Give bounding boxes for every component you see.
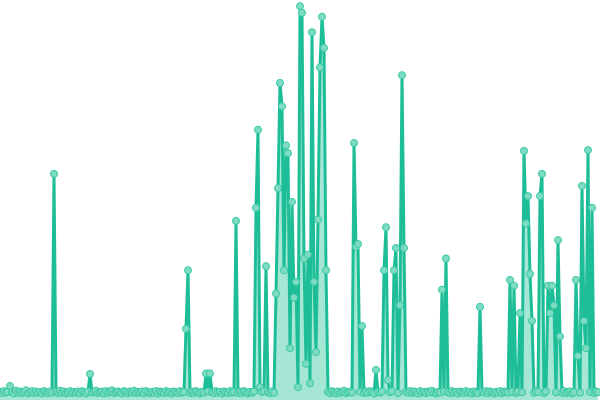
data-point bbox=[294, 383, 302, 392]
data-point bbox=[594, 388, 600, 397]
data-point bbox=[322, 266, 330, 275]
data-point bbox=[312, 348, 320, 357]
data-point bbox=[548, 281, 556, 290]
data-point bbox=[302, 359, 310, 368]
data-point bbox=[314, 215, 322, 224]
data-point bbox=[298, 8, 306, 17]
data-point bbox=[520, 146, 528, 155]
data-point bbox=[556, 332, 564, 341]
data-point bbox=[274, 184, 282, 193]
data-point bbox=[582, 344, 590, 353]
data-point bbox=[318, 12, 326, 21]
data-point bbox=[576, 388, 584, 397]
data-point bbox=[50, 169, 58, 178]
data-point bbox=[438, 285, 446, 294]
data-point bbox=[550, 301, 558, 310]
data-point bbox=[290, 293, 298, 302]
data-point bbox=[372, 366, 380, 375]
data-point bbox=[554, 236, 562, 245]
data-point bbox=[310, 277, 318, 286]
data-point bbox=[354, 240, 362, 249]
data-point bbox=[526, 270, 534, 279]
data-point bbox=[306, 379, 314, 388]
data-point bbox=[506, 275, 514, 284]
data-point bbox=[442, 254, 450, 263]
data-point bbox=[396, 301, 404, 310]
data-point bbox=[232, 217, 240, 226]
data-point bbox=[278, 102, 286, 111]
data-point bbox=[578, 181, 586, 190]
data-point bbox=[182, 324, 190, 333]
data-point bbox=[394, 389, 402, 398]
data-point bbox=[206, 369, 214, 378]
data-point bbox=[546, 309, 554, 318]
data-point bbox=[286, 344, 294, 353]
data-point bbox=[524, 192, 532, 201]
data-point bbox=[382, 223, 390, 232]
data-point bbox=[276, 79, 284, 87]
data-point bbox=[262, 262, 270, 271]
data-point bbox=[250, 387, 258, 396]
data-point bbox=[288, 197, 296, 206]
data-point bbox=[400, 243, 408, 252]
data-point bbox=[522, 219, 530, 228]
data-point bbox=[510, 281, 518, 290]
data-point bbox=[528, 316, 536, 325]
data-point bbox=[308, 28, 316, 37]
data-point bbox=[292, 277, 300, 286]
data-point bbox=[348, 388, 356, 397]
data-point bbox=[580, 316, 588, 325]
data-point bbox=[398, 71, 406, 80]
data-point bbox=[270, 388, 278, 397]
data-point bbox=[584, 146, 592, 155]
series-line bbox=[0, 4, 599, 395]
data-point bbox=[350, 139, 358, 148]
data-point bbox=[536, 192, 544, 201]
data-point bbox=[572, 275, 580, 284]
data-point bbox=[304, 250, 312, 259]
data-point bbox=[86, 369, 94, 378]
data-point bbox=[574, 352, 582, 360]
data-point bbox=[588, 203, 596, 212]
data-point bbox=[320, 43, 328, 52]
data-point bbox=[378, 387, 386, 396]
data-point bbox=[280, 266, 288, 275]
data-point bbox=[272, 289, 280, 298]
data-point bbox=[254, 125, 262, 134]
data-point bbox=[380, 266, 388, 275]
data-point bbox=[542, 387, 550, 396]
data-point bbox=[518, 388, 526, 397]
data-point bbox=[392, 243, 400, 252]
data-point bbox=[284, 149, 292, 158]
data-point bbox=[296, 2, 304, 11]
data-point bbox=[516, 309, 524, 318]
data-point bbox=[184, 266, 192, 275]
data-point bbox=[252, 203, 260, 212]
data-point bbox=[538, 169, 546, 178]
data-point bbox=[316, 63, 324, 72]
data-point bbox=[282, 141, 290, 150]
data-point bbox=[476, 302, 484, 311]
data-point bbox=[384, 376, 392, 385]
data-point bbox=[390, 266, 398, 275]
data-point bbox=[358, 321, 366, 330]
